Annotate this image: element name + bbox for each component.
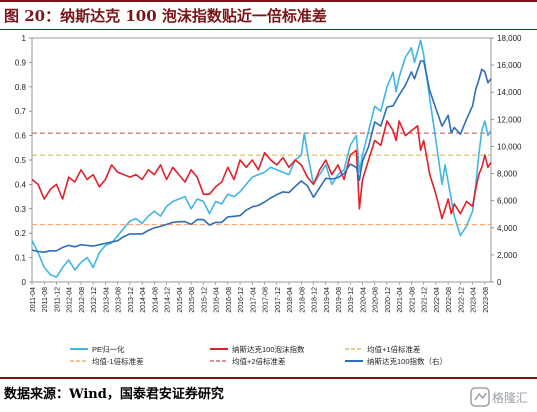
right-tick-label: 8,000 (497, 170, 518, 179)
legend-label-pe: PE归一化 (92, 344, 125, 354)
x-tick-label: 2011-08 (42, 287, 49, 312)
right-tick-label: 0 (497, 278, 502, 287)
chart: 0 0.1 0.2 0.3 0.4 0.5 0.6 0.7 0.8 0.9 1 0 2,000 4,00… (0, 30, 537, 375)
x-tick-label: 2019-12 (348, 287, 355, 313)
x-tick-label: 2012-12 (91, 287, 98, 313)
x-tick-label: 2022-12 (458, 287, 465, 313)
x-tick-label: 2017-04 (250, 287, 257, 313)
figure-title: 图 20：纳斯达克 100 泡沫指数贴近一倍标准差 (4, 7, 327, 25)
x-tick-label: 2011-12 (54, 287, 61, 312)
right-tick-label: 12,000 (497, 115, 522, 124)
series-lines (31, 39, 492, 278)
x-tick-label: 2020-12 (385, 287, 392, 313)
series-line-bubble (31, 120, 492, 220)
left-axis: 0 0.1 0.2 0.3 0.4 0.5 0.6 0.7 0.8 0.9 1 (15, 34, 32, 287)
x-tick-label: 2013-08 (116, 287, 123, 313)
x-tick-label: 2021-12 (422, 287, 429, 313)
left-tick-label: 0.4 (15, 180, 27, 189)
series-line-pe (31, 39, 492, 278)
legend-label-bubble: 纳斯达克100泡沫指数 (232, 344, 305, 354)
watermark-icon (470, 387, 490, 407)
left-tick-label: 0.1 (15, 254, 27, 263)
x-tick-label: 2019-08 (336, 287, 343, 313)
x-tick-label: 2016-08 (226, 287, 233, 313)
right-tick-label: 18,000 (497, 34, 522, 43)
reference-lines (32, 132, 491, 226)
x-tick-label: 2022-08 (446, 287, 453, 313)
left-tick-label: 0.3 (15, 205, 27, 214)
series-line-ndx (31, 60, 492, 253)
x-tick-label: 2019-04 (324, 287, 331, 313)
left-tick-label: 0.9 (15, 58, 27, 67)
source-rule (0, 377, 537, 379)
right-axis: 0 2,000 4,000 6,000 8,000 10,000 12,000 14,000 1… (491, 34, 522, 287)
x-tick-label: 2022-04 (434, 287, 441, 313)
x-tick-label: 2014-12 (165, 287, 172, 313)
x-tick-label: 2023-04 (471, 287, 478, 313)
x-tick-label: 2015-04 (177, 287, 184, 313)
x-tick-label: 2011-04 (30, 287, 37, 312)
left-tick-label: 0.7 (15, 107, 27, 116)
x-tick-label: 2013-04 (103, 287, 110, 313)
right-tick-label: 4,000 (497, 224, 518, 233)
x-tick-label: 2021-08 (409, 287, 416, 313)
x-tick-label: 2023-08 (483, 287, 490, 313)
x-tick-label: 2020-08 (373, 287, 380, 313)
legend-label-ndx: 纳斯达克100指数（右） (367, 356, 447, 366)
legend-label-mean: 均值-1倍标准差 (92, 356, 144, 366)
right-tick-label: 14,000 (497, 88, 522, 97)
watermark-text: 格隆汇 (492, 390, 528, 405)
left-tick-label: 0.8 (15, 83, 27, 92)
title-bottom-rule (0, 29, 537, 30)
x-tick-label: 2017-12 (275, 287, 282, 313)
x-tick-label: 2018-12 (312, 287, 319, 313)
legend-label-sd2: 均值+2倍标准差 (232, 356, 286, 366)
x-tick-label: 2015-08 (189, 287, 196, 313)
x-tick-label: 2020-04 (360, 287, 367, 313)
left-tick-label: 0.6 (15, 132, 27, 141)
watermark-icon-mark (474, 392, 487, 401)
x-tick-label: 2014-04 (140, 287, 147, 313)
x-tick-label: 2015-12 (201, 287, 208, 313)
title-top-rule (0, 0, 537, 2)
left-tick-label: 0.5 (15, 156, 27, 165)
right-tick-label: 2,000 (497, 251, 518, 260)
x-tick-label: 2018-08 (299, 287, 306, 313)
left-tick-label: 0.2 (15, 229, 27, 238)
left-tick-label: 1 (22, 34, 27, 43)
x-tick-label: 2021-04 (397, 287, 404, 313)
source-note: 数据来源：Wind，国泰君安证券研究 (4, 387, 224, 402)
right-tick-label: 6,000 (497, 197, 518, 206)
x-tick-label: 2017-08 (263, 287, 270, 313)
x-tick-label: 2014-08 (152, 287, 159, 313)
x-tick-label: 2018-04 (287, 287, 294, 313)
chart-background (0, 30, 537, 375)
legend-label-sd1: 均值+1倍标准差 (367, 344, 421, 354)
x-axis: 2011-04 2011-08 2011-12 2012-04 2012-08 2012-… (30, 282, 490, 313)
x-tick-label: 2013-12 (128, 287, 135, 313)
x-tick-label: 2012-08 (79, 287, 86, 313)
x-tick-label: 2012-04 (67, 287, 74, 313)
left-tick-label: 0 (22, 278, 27, 287)
watermark-logo: 格隆汇 (470, 387, 528, 407)
x-tick-label: 2016-12 (238, 287, 245, 313)
x-tick-label: 2016-04 (214, 287, 221, 313)
right-tick-label: 16,000 (497, 61, 522, 70)
right-tick-label: 10,000 (497, 142, 522, 151)
